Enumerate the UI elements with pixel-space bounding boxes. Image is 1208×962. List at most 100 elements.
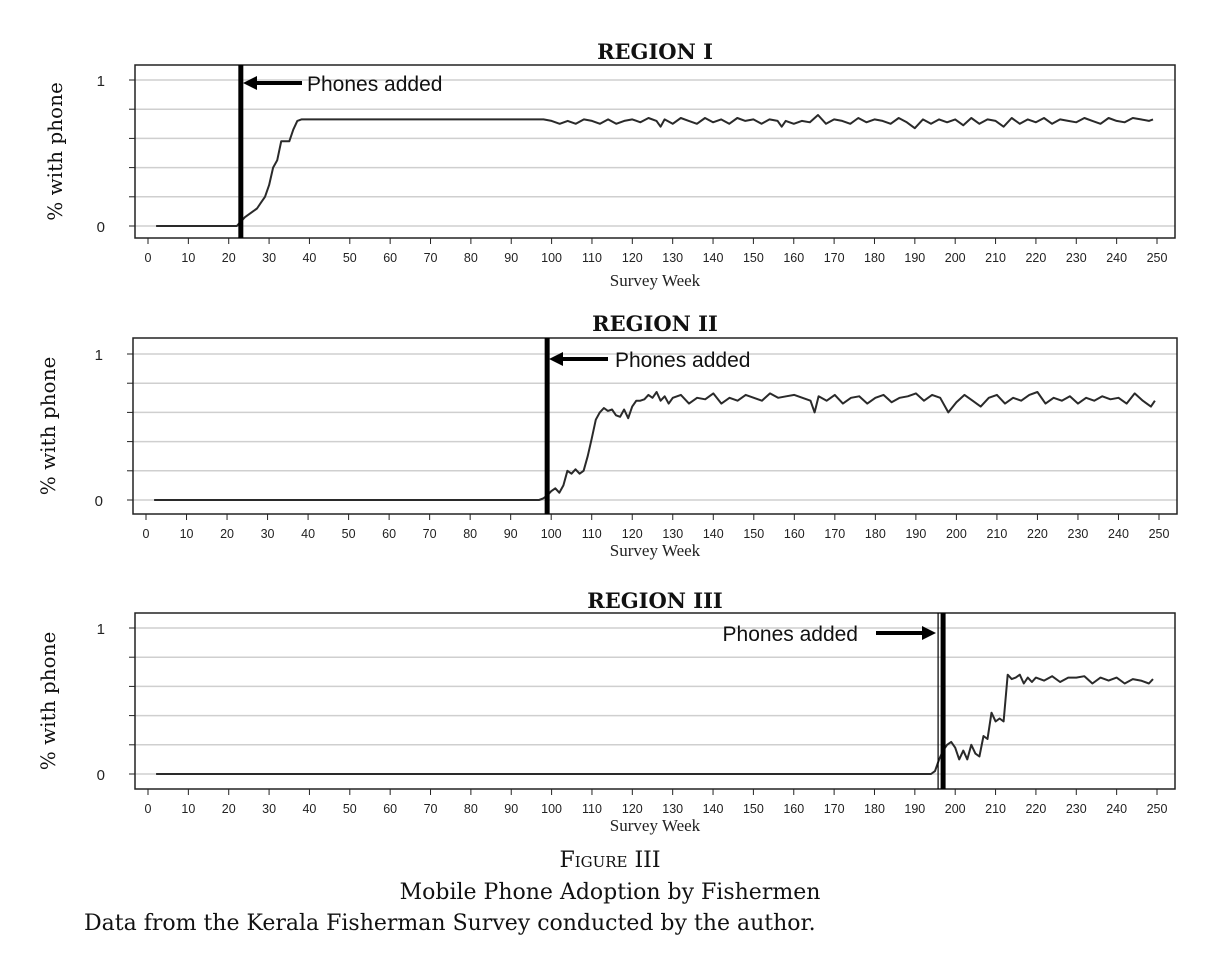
plot-frame: [132, 337, 1178, 515]
x-tick-label: 230: [1066, 802, 1087, 816]
y-axis-label: % with phone: [43, 82, 67, 221]
x-tick-label: 140: [703, 802, 724, 816]
x-tick-label: 150: [743, 527, 764, 541]
annotation-arrow-head: [922, 626, 936, 640]
x-tick-label: 110: [582, 802, 602, 816]
x-tick-label: 170: [824, 251, 845, 265]
x-tick-label: 70: [424, 251, 438, 265]
x-tick-label: 130: [662, 527, 683, 541]
x-tick-label: 110: [582, 527, 602, 541]
x-tick-label: 0: [145, 251, 152, 265]
x-tick-label: 120: [622, 802, 643, 816]
chart-title: REGION III: [587, 588, 723, 613]
x-tick-label: 130: [662, 802, 683, 816]
x-tick-label: 150: [743, 251, 764, 265]
plot-frame: [134, 612, 1176, 790]
chart-title: REGION I: [597, 39, 713, 64]
panel-3: 010 10 20 30 40 50 60 70 80 90 100 110 120 130 140 150 1…: [36, 588, 1176, 835]
x-tick-label: 200: [945, 251, 966, 265]
x-tick-label: 160: [784, 527, 805, 541]
annotation-arrow-head: [243, 76, 257, 90]
x-tick-label: 190: [904, 802, 925, 816]
annotation-label: Phones added: [723, 623, 858, 646]
x-axis-label: Survey Week: [610, 816, 701, 835]
x-tick-label: 10: [181, 251, 195, 265]
x-axis-label: Survey Week: [610, 541, 701, 560]
x-tick-label: 180: [864, 251, 885, 265]
x-tick-label: 180: [864, 802, 885, 816]
x-tick-label: 60: [383, 251, 397, 265]
x-tick-label: 100: [541, 527, 562, 541]
x-tick-label: 120: [622, 251, 643, 265]
x-tick-label: 250: [1149, 527, 1170, 541]
x-tick-label: 50: [343, 802, 357, 816]
series-line: [156, 673, 1154, 775]
x-tick-label: 210: [985, 251, 1006, 265]
x-tick-label: 100: [541, 802, 562, 816]
x-tick-label: 60: [383, 802, 397, 816]
figure-number: Figure III: [559, 848, 661, 873]
y-tick-label: 0: [97, 219, 105, 236]
x-tick-label: 240: [1106, 802, 1127, 816]
figure-title: Mobile Phone Adoption by Fishermen: [399, 880, 821, 905]
x-tick-label: 90: [504, 802, 518, 816]
x-tick-label: 80: [464, 251, 478, 265]
x-tick-label: 30: [262, 802, 276, 816]
y-tick-label: 1: [97, 73, 105, 90]
x-tick-label: 80: [463, 527, 477, 541]
x-tick-label: 10: [180, 527, 194, 541]
series-line: [154, 391, 1156, 501]
x-tick-label: 180: [865, 527, 886, 541]
x-tick-label: 120: [622, 527, 643, 541]
y-axis-label: % with phone: [36, 357, 60, 496]
panel-1: 010 10 20 30 40 50 60 70 80 90 100 110 120 130 140 150 1…: [43, 39, 1176, 290]
x-tick-label: 30: [262, 251, 276, 265]
y-tick-label: 0: [95, 493, 103, 510]
annotation-label: Phones added: [615, 349, 750, 372]
x-tick-label: 130: [662, 251, 683, 265]
x-tick-label: 170: [824, 802, 845, 816]
x-tick-label: 200: [946, 527, 967, 541]
x-axis-label: Survey Week: [610, 271, 701, 290]
x-tick-label: 140: [703, 251, 724, 265]
y-tick-label: 0: [97, 767, 105, 784]
x-tick-label: 20: [220, 527, 234, 541]
x-tick-label: 250: [1147, 802, 1168, 816]
x-tick-label: 50: [342, 527, 356, 541]
x-tick-label: 0: [145, 802, 152, 816]
x-tick-label: 90: [504, 527, 518, 541]
x-tick-label: 220: [1025, 251, 1046, 265]
panel-2: 010 10 20 30 40 50 60 70 80 90 100 110 120 130 140 150 1…: [36, 311, 1178, 560]
y-axis-label: % with phone: [36, 632, 60, 771]
annotation-label: Phones added: [307, 73, 442, 96]
y-tick-label: 1: [95, 347, 103, 364]
x-tick-label: 0: [143, 527, 150, 541]
annotation-arrow-head: [549, 352, 563, 366]
x-tick-label: 160: [783, 802, 804, 816]
x-tick-label: 40: [301, 527, 315, 541]
chart-title: REGION II: [592, 311, 718, 336]
x-tick-label: 50: [343, 251, 357, 265]
x-tick-label: 250: [1147, 251, 1168, 265]
y-tick-label: 1: [97, 621, 105, 638]
x-tick-label: 190: [905, 527, 926, 541]
x-tick-label: 20: [222, 802, 236, 816]
x-tick-label: 210: [986, 527, 1007, 541]
x-tick-label: 70: [424, 802, 438, 816]
x-tick-label: 140: [703, 527, 724, 541]
x-tick-label: 60: [382, 527, 396, 541]
x-tick-label: 230: [1066, 251, 1087, 265]
x-tick-label: 240: [1108, 527, 1129, 541]
x-tick-label: 230: [1068, 527, 1089, 541]
x-tick-label: 190: [904, 251, 925, 265]
x-tick-label: 10: [181, 802, 195, 816]
series-line: [156, 114, 1154, 227]
x-tick-label: 30: [261, 527, 275, 541]
figure-note: Data from the Kerala Fisherman Survey co…: [84, 911, 816, 936]
x-tick-label: 220: [1025, 802, 1046, 816]
x-tick-label: 40: [302, 802, 316, 816]
x-tick-label: 110: [582, 251, 602, 265]
x-tick-label: 150: [743, 802, 764, 816]
x-tick-label: 70: [423, 527, 437, 541]
